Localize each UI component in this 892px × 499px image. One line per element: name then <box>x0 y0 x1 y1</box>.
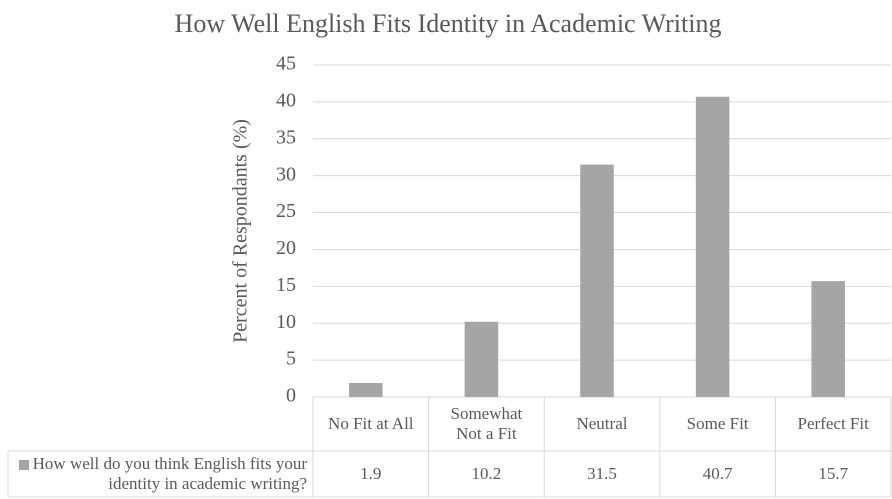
y-axis-label: Percent of Respondants (%) <box>230 119 252 343</box>
table-value: 10.2 <box>471 464 502 483</box>
bar <box>464 321 499 397</box>
x-tick-label: No Fit at All <box>328 414 414 433</box>
y-tick-label: 25 <box>276 200 296 222</box>
bar <box>349 382 383 397</box>
x-tick-label: Somewhat Not a Fit <box>450 404 523 443</box>
table-value: 15.7 <box>818 464 849 483</box>
y-tick-label: 10 <box>276 311 296 333</box>
x-tick-label: Some Fit <box>686 414 749 433</box>
legend-key <box>18 460 29 471</box>
table-value: 31.5 <box>587 464 617 483</box>
legend-entry: How well do you think English fits your … <box>8 451 313 497</box>
chart-title: How Well English Fits Identity in Academ… <box>175 9 722 38</box>
y-tick-label: 40 <box>276 89 296 111</box>
y-tick-label: 15 <box>276 274 296 296</box>
legend-label: How well do you think English fits your … <box>32 454 307 493</box>
bar <box>811 281 845 397</box>
x-tick-label: Perfect Fit <box>797 414 869 433</box>
y-tick-label: 45 <box>276 53 296 75</box>
table-value: 1.9 <box>360 464 382 483</box>
bar <box>580 164 614 397</box>
y-tick-label: 20 <box>276 237 296 259</box>
x-tick-label: Neutral <box>576 414 628 433</box>
table-value: 40.7 <box>702 464 733 483</box>
bar <box>695 96 730 398</box>
y-tick-label: 0 <box>286 385 296 407</box>
y-tick-label: 5 <box>286 348 296 370</box>
y-tick-label: 35 <box>276 126 296 148</box>
y-tick-label: 30 <box>276 163 296 185</box>
legend-text: How well do you think English fits your … <box>8 454 307 494</box>
